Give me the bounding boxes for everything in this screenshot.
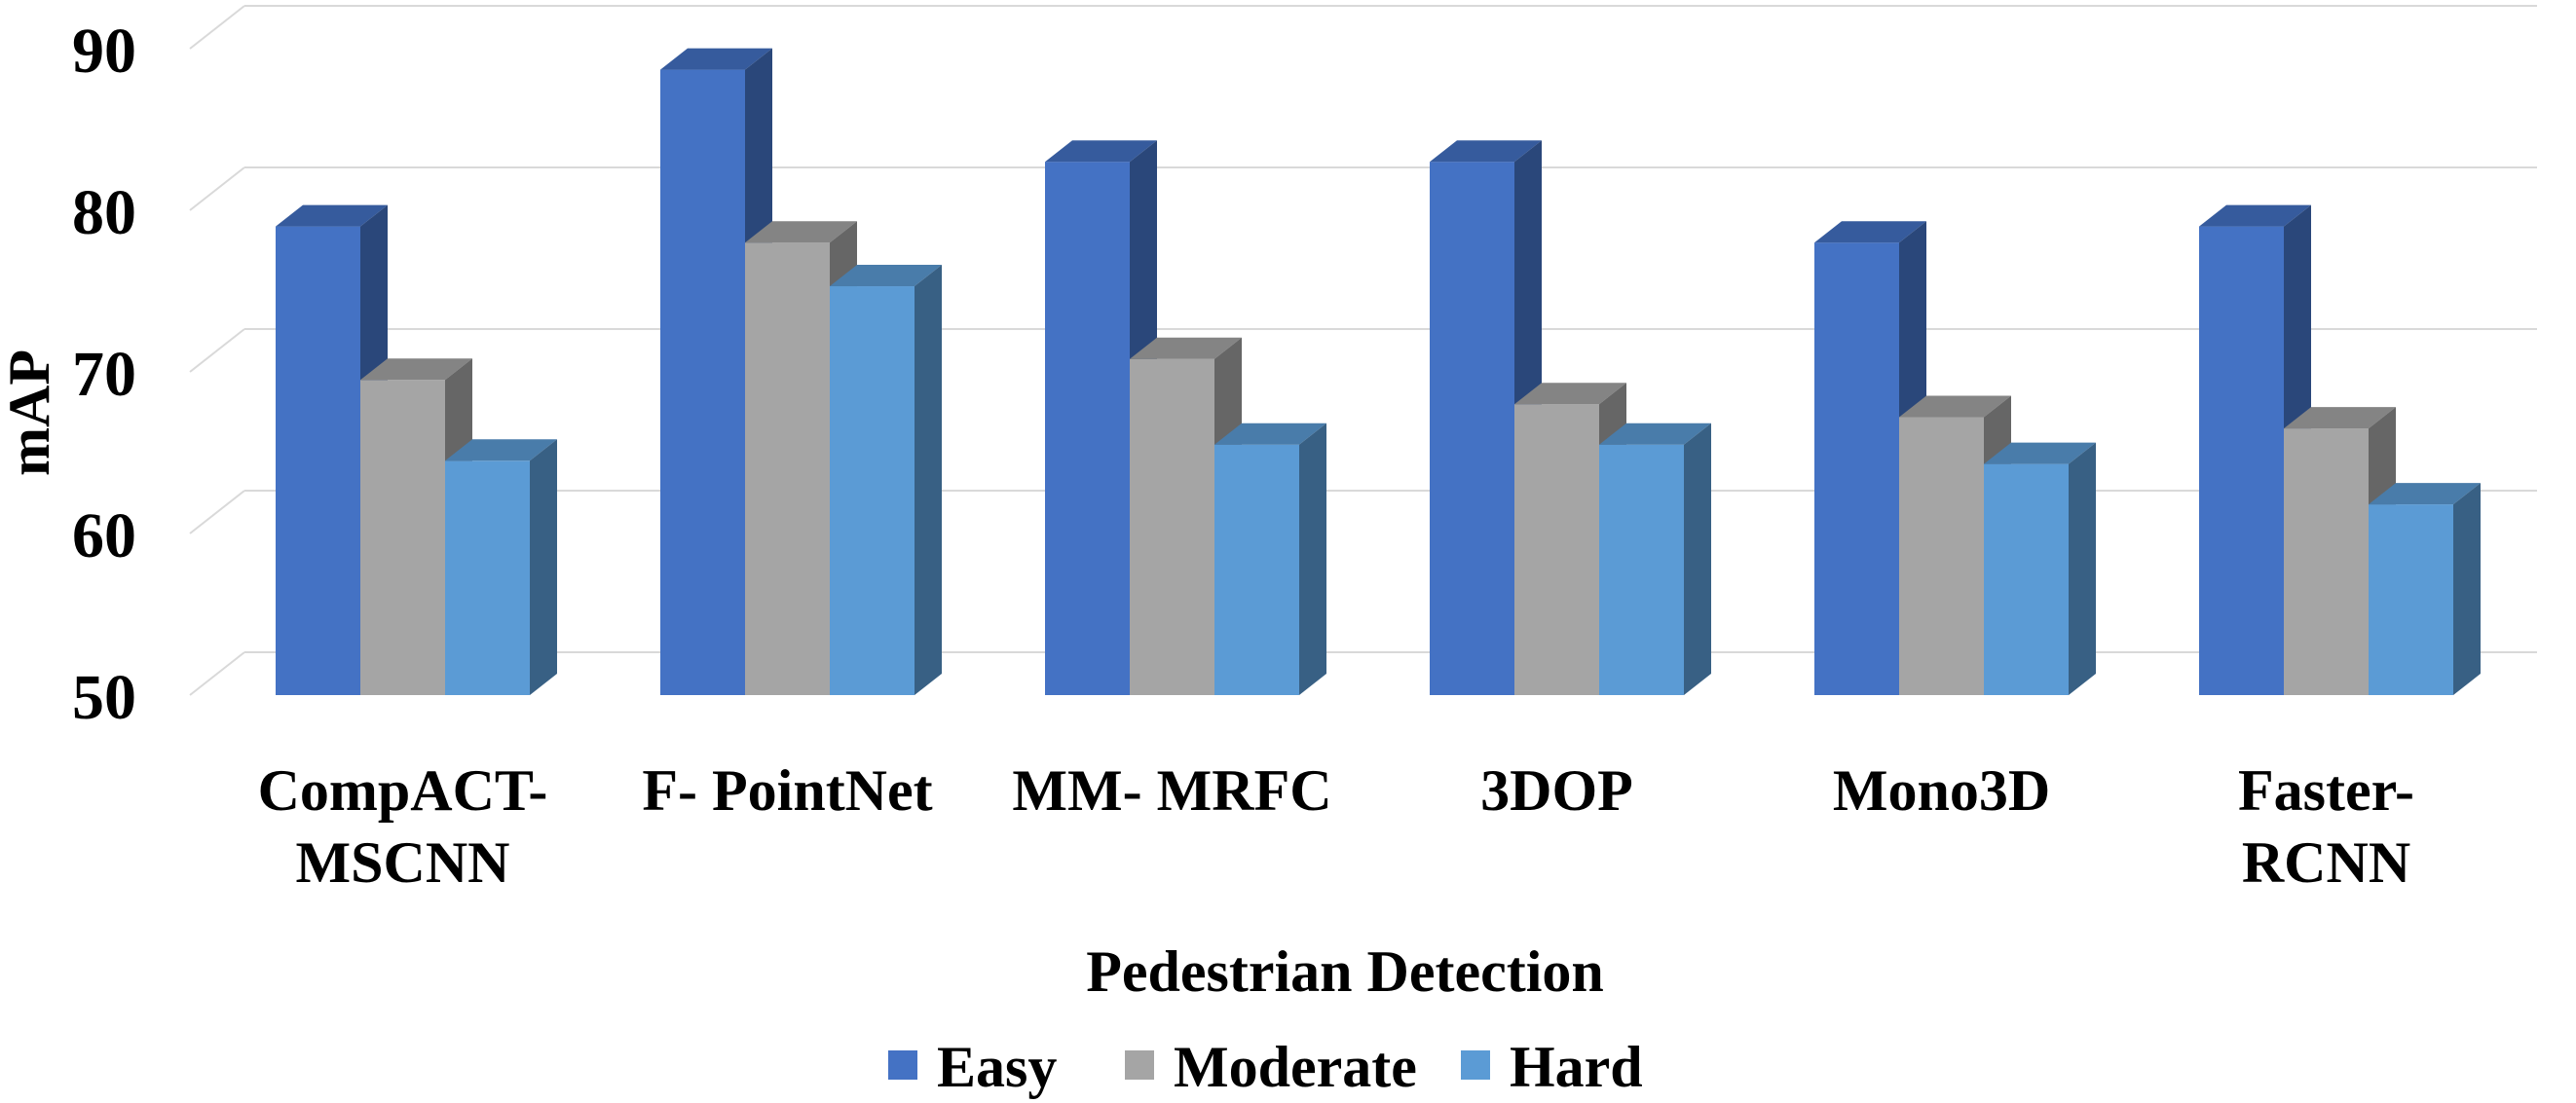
bar-hard (1599, 423, 1711, 695)
bar-hard (830, 265, 942, 695)
bar-top (2199, 204, 2311, 227)
y-tick-labels: 50 60 70 80 90 (72, 16, 136, 733)
y-tick-label: 70 (72, 339, 136, 410)
x-tick-label: Mono3D (1833, 758, 2050, 823)
gridline-diagonal (189, 166, 245, 211)
bar-top (1599, 423, 1711, 445)
bar-front (1984, 463, 2069, 695)
bar-front (1430, 162, 1514, 695)
bar-front (2199, 226, 2284, 695)
bar-front (1130, 358, 1214, 695)
gridline-diagonal (189, 490, 245, 534)
bar-front (1045, 162, 1130, 695)
bar-top (2369, 483, 2481, 505)
y-axis-title: mAP (0, 349, 61, 476)
x-axis-title: Pedestrian Detection (1086, 939, 1604, 1004)
bar-hard (445, 439, 557, 695)
bar-top (660, 48, 772, 70)
bar-top (1899, 395, 2011, 418)
x-tick-label: Faster- (2238, 758, 2414, 823)
y-tick-label: 80 (72, 177, 136, 248)
bar-group (2199, 204, 2481, 695)
x-tick-labels: CompACT- MSCNN F- PointNet MM- MRFC 3DOP Mono… (258, 758, 2414, 895)
legend-item-moderate: Moderate (1125, 1035, 1417, 1099)
bar-top (1214, 423, 1326, 445)
bar-top (360, 358, 472, 381)
bar-front (745, 242, 830, 695)
bar-top (745, 221, 857, 243)
x-tick-label: RCNN (2242, 830, 2410, 895)
gridline-diagonal (189, 5, 245, 50)
bar-top (1814, 221, 1926, 243)
bar-side (2453, 483, 2481, 695)
gridline-diagonal (189, 651, 245, 696)
bar-top (1430, 140, 1542, 163)
bar-front (830, 286, 915, 695)
bar-front (2369, 504, 2453, 695)
bar-side (1299, 423, 1326, 695)
x-tick-label: MM- MRFC (1012, 758, 1331, 823)
legend-label: Moderate (1174, 1035, 1417, 1099)
bars (276, 48, 2481, 695)
bar-front (2284, 428, 2369, 695)
x-tick-label: CompACT- (258, 758, 548, 823)
bar-group (1430, 140, 1711, 695)
bar-group (276, 204, 557, 695)
bar-top (1045, 140, 1157, 163)
bar-top (2284, 407, 2396, 429)
x-tick-label: 3DOP (1480, 758, 1633, 823)
bar-top (1130, 337, 1242, 359)
bar-group (660, 48, 942, 695)
bar-group (1814, 221, 2096, 695)
bar-hard (1214, 423, 1326, 695)
bar-side (530, 439, 557, 695)
bar-top (1514, 383, 1626, 405)
bar-front (445, 460, 530, 695)
bar-group (1045, 140, 1326, 695)
y-tick-label: 50 (72, 662, 136, 733)
bar-side (915, 265, 942, 695)
gridlines (189, 5, 2537, 696)
legend-item-easy: Easy (888, 1035, 1057, 1099)
x-tick-label: F- PointNet (642, 758, 932, 823)
bar-hard (1984, 442, 2096, 695)
y-tick-label: 90 (72, 16, 136, 87)
bar-front (1899, 417, 1984, 695)
bar-side (1684, 423, 1711, 695)
gridline-diagonal (189, 328, 245, 373)
bar-top (445, 439, 557, 461)
legend-label: Hard (1510, 1035, 1643, 1099)
legend-item-hard: Hard (1461, 1035, 1643, 1099)
bar-top (830, 265, 942, 287)
bar-side (2069, 442, 2096, 695)
legend-swatch (888, 1050, 917, 1080)
legend-swatch (1125, 1050, 1154, 1080)
legend-label: Easy (937, 1035, 1057, 1099)
bar-moderate (1130, 337, 1242, 695)
bar-top (1984, 442, 2096, 464)
bar-top (276, 204, 388, 227)
legend-swatch (1461, 1050, 1490, 1080)
x-tick-label: MSCNN (296, 830, 510, 895)
legend: Easy Moderate Hard (888, 1035, 1643, 1099)
bar-front (360, 380, 445, 695)
bar-front (276, 226, 360, 695)
bar-front (1599, 444, 1684, 695)
bar-front (660, 69, 745, 695)
bar-front (1514, 404, 1599, 695)
bar-front (1214, 444, 1299, 695)
bar-hard (2369, 483, 2481, 695)
bar-front (1814, 242, 1899, 695)
y-tick-label: 60 (72, 500, 136, 571)
